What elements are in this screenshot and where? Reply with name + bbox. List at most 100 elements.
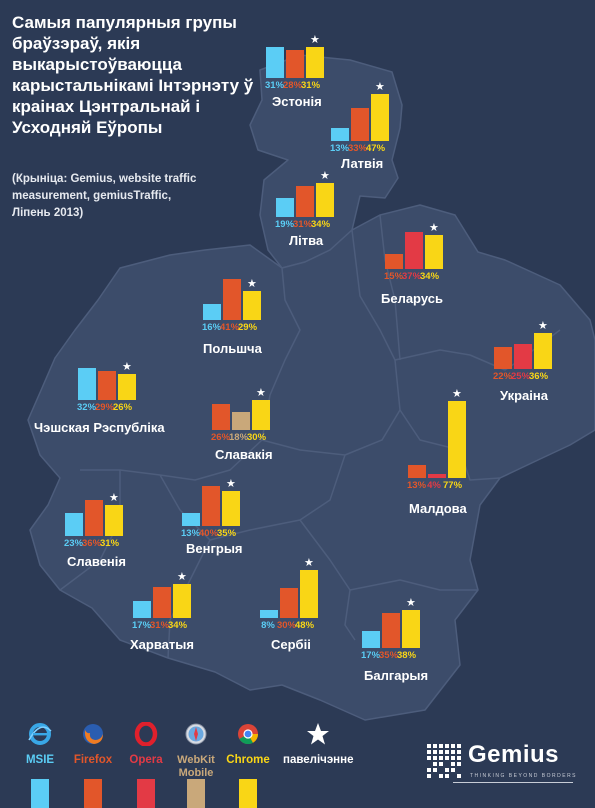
logo-dot [445, 744, 449, 748]
increase-star-icon: ★ [375, 81, 385, 93]
star-icon [307, 723, 329, 745]
value-label: 34% [311, 219, 331, 230]
value-labels: 19% 31% 34% [275, 219, 331, 230]
value-labels: 31% 28% 31% [265, 80, 320, 91]
legend-label-firefox: Firefox [73, 754, 113, 766]
opera-icon [134, 722, 158, 746]
logo-dot [445, 768, 449, 772]
value-label: 34% [168, 620, 188, 631]
bar-group [276, 183, 334, 217]
logo-dot [427, 750, 431, 754]
bar-chrome [306, 47, 324, 78]
bar-msie [65, 513, 83, 536]
value-labels: 13% 40% 35% [181, 528, 236, 539]
bar-group [203, 279, 261, 320]
bar-group [212, 400, 270, 430]
bar-group [266, 47, 324, 78]
value-label: 34% [420, 271, 440, 282]
increase-star-icon: ★ [256, 387, 266, 399]
country-name: Малдова [409, 501, 467, 516]
value-label: 4% [427, 480, 441, 491]
bar-opera [428, 474, 446, 478]
value-labels: 32% 29% 26% [77, 402, 132, 413]
bar-firefox [385, 254, 403, 269]
logo-dot [433, 750, 437, 754]
bar-group [182, 486, 240, 526]
bar-firefox [85, 500, 103, 536]
legend-label-chrome: Chrome [226, 754, 270, 766]
legend-item-star: павелічэнне [283, 722, 353, 767]
value-label: 48% [295, 620, 315, 631]
bar-chrome [243, 291, 261, 320]
source-note: (Крыніца: Gemius, website traffic measur… [12, 173, 197, 219]
bar-firefox [382, 613, 400, 648]
value-label: 32% [77, 402, 97, 413]
bar-msie [203, 304, 221, 320]
country-name: Венгрыя [186, 541, 243, 556]
map-central [27, 204, 595, 721]
increase-star-icon: ★ [538, 320, 548, 332]
value-label: 38% [397, 650, 417, 661]
bar-chrome [105, 505, 123, 536]
bar-msie [260, 610, 278, 618]
value-labels: 26% 18% 30% [211, 432, 267, 443]
country-name: Эстонія [272, 94, 322, 109]
bar-group [78, 368, 136, 400]
legend-swatch-msie [31, 779, 49, 808]
bar-chrome [300, 570, 318, 618]
country-name: Украіна [500, 388, 548, 403]
value-label: 40% [199, 528, 219, 539]
increase-star-icon: ★ [304, 557, 314, 569]
increase-star-icon: ★ [320, 170, 330, 182]
bar-chrome [252, 400, 270, 430]
bar-group [494, 333, 552, 369]
legend-label-opera: Opera [129, 754, 163, 766]
value-labels: 17% 31% 34% [132, 620, 188, 631]
bar-msie [331, 128, 349, 141]
bar-group [331, 94, 389, 141]
logo-dot [451, 744, 455, 748]
webkit-icon [185, 723, 207, 745]
logo-dot [457, 744, 461, 748]
bar-chrome [118, 374, 136, 400]
logo-dot [433, 762, 437, 766]
legend-item-webkit: WebKit Mobile [166, 722, 226, 808]
bar-chrome [222, 491, 240, 526]
increase-star-icon: ★ [452, 388, 462, 400]
increase-star-icon: ★ [310, 34, 320, 46]
increase-star-icon: ★ [247, 278, 257, 290]
value-label: 18% [229, 432, 249, 443]
value-label: 30% [247, 432, 267, 443]
value-label: 35% [379, 650, 399, 661]
firefox-icon [83, 724, 103, 744]
value-label: 13% [330, 143, 350, 154]
bar-msie [266, 47, 284, 78]
gemius-logo-mark [427, 744, 573, 783]
value-label: 77% [443, 480, 463, 491]
bar-firefox [223, 279, 241, 320]
legend-swatch-chrome [239, 779, 257, 808]
legend-swatch-firefox [84, 779, 102, 808]
logo-dot [457, 774, 461, 778]
country-name: Літва [289, 233, 324, 248]
logo-dot [439, 750, 443, 754]
value-label: 31% [265, 80, 285, 91]
logo-dot [433, 768, 437, 772]
value-label: 31% [150, 620, 170, 631]
bar-firefox [494, 347, 512, 369]
logo-dot [427, 744, 431, 748]
increase-star-icon: ★ [177, 571, 187, 583]
legend-item-msie: MSIE [10, 722, 70, 808]
bar-firefox [286, 50, 304, 78]
value-label: 36% [529, 371, 549, 382]
increase-star-icon: ★ [406, 597, 416, 609]
country-name: Латвія [341, 156, 384, 171]
value-label: 13% [407, 480, 427, 491]
bar-firefox [351, 108, 369, 141]
bar-group [133, 584, 191, 618]
value-label: 41% [220, 322, 240, 333]
country-name: Балгарыя [364, 668, 429, 683]
value-label: 13% [181, 528, 201, 539]
bar-firefox [212, 404, 230, 430]
